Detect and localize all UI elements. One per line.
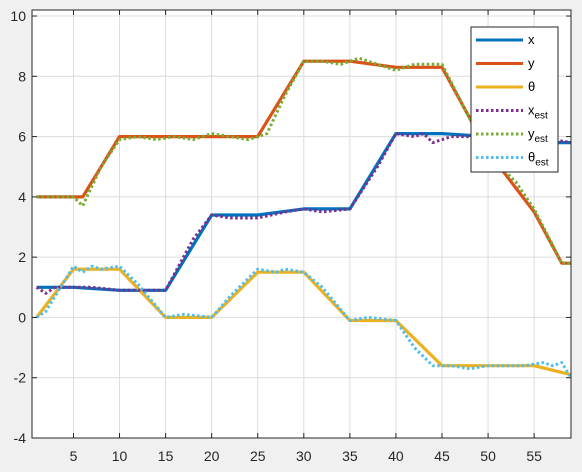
legend-label: θest xyxy=(528,150,549,169)
x-tick-label: 35 xyxy=(342,448,358,464)
x-tick-label: 50 xyxy=(480,448,496,464)
legend-label-main: θ xyxy=(528,79,535,94)
x-tick-label: 10 xyxy=(112,448,128,464)
legend-label: yest xyxy=(528,126,548,145)
legend-label-subscript: est xyxy=(535,134,549,145)
legend-label: y xyxy=(528,56,535,71)
legend-label: θ xyxy=(528,79,535,94)
legend-label: x xyxy=(528,32,535,47)
y-tick-label: 10 xyxy=(10,8,26,24)
y-tick-label: 4 xyxy=(18,189,26,205)
x-tick-label: 25 xyxy=(250,448,266,464)
plot-frame xyxy=(31,9,572,439)
y-tick-label: 8 xyxy=(18,68,26,84)
y-tick-label: -2 xyxy=(14,370,27,386)
legend-label-subscript: est xyxy=(535,158,549,169)
legend-box xyxy=(470,26,559,173)
x-tick-label: 45 xyxy=(434,448,450,464)
legend-label-main: y xyxy=(528,56,535,71)
legend-label-subscript: est xyxy=(535,111,549,122)
legend-label-main: y xyxy=(528,126,535,141)
legend-label-main: x xyxy=(528,103,535,118)
legend-label-main: θ xyxy=(528,150,535,165)
x-tick-label: 5 xyxy=(70,448,78,464)
y-tick-label: 0 xyxy=(18,309,26,325)
x-tick-label: 40 xyxy=(388,448,404,464)
y-tick-label: 2 xyxy=(18,249,26,265)
x-tick-label: 15 xyxy=(158,448,174,464)
legend-label-main: x xyxy=(528,32,535,47)
tick-labels: 5 10 15 20 25 30 35 40 45 50 55 -4 -2 0 2 4 6 8 10 xyxy=(10,8,571,464)
series-line-y_est xyxy=(36,56,571,265)
y-tick-label: 6 xyxy=(18,129,26,145)
x-tick-label: 55 xyxy=(526,448,542,464)
legend-label: xest xyxy=(528,103,548,122)
x-tick-label: 20 xyxy=(204,448,220,464)
x-tick-label: 30 xyxy=(296,448,312,464)
y-tick-label: -4 xyxy=(14,430,27,446)
